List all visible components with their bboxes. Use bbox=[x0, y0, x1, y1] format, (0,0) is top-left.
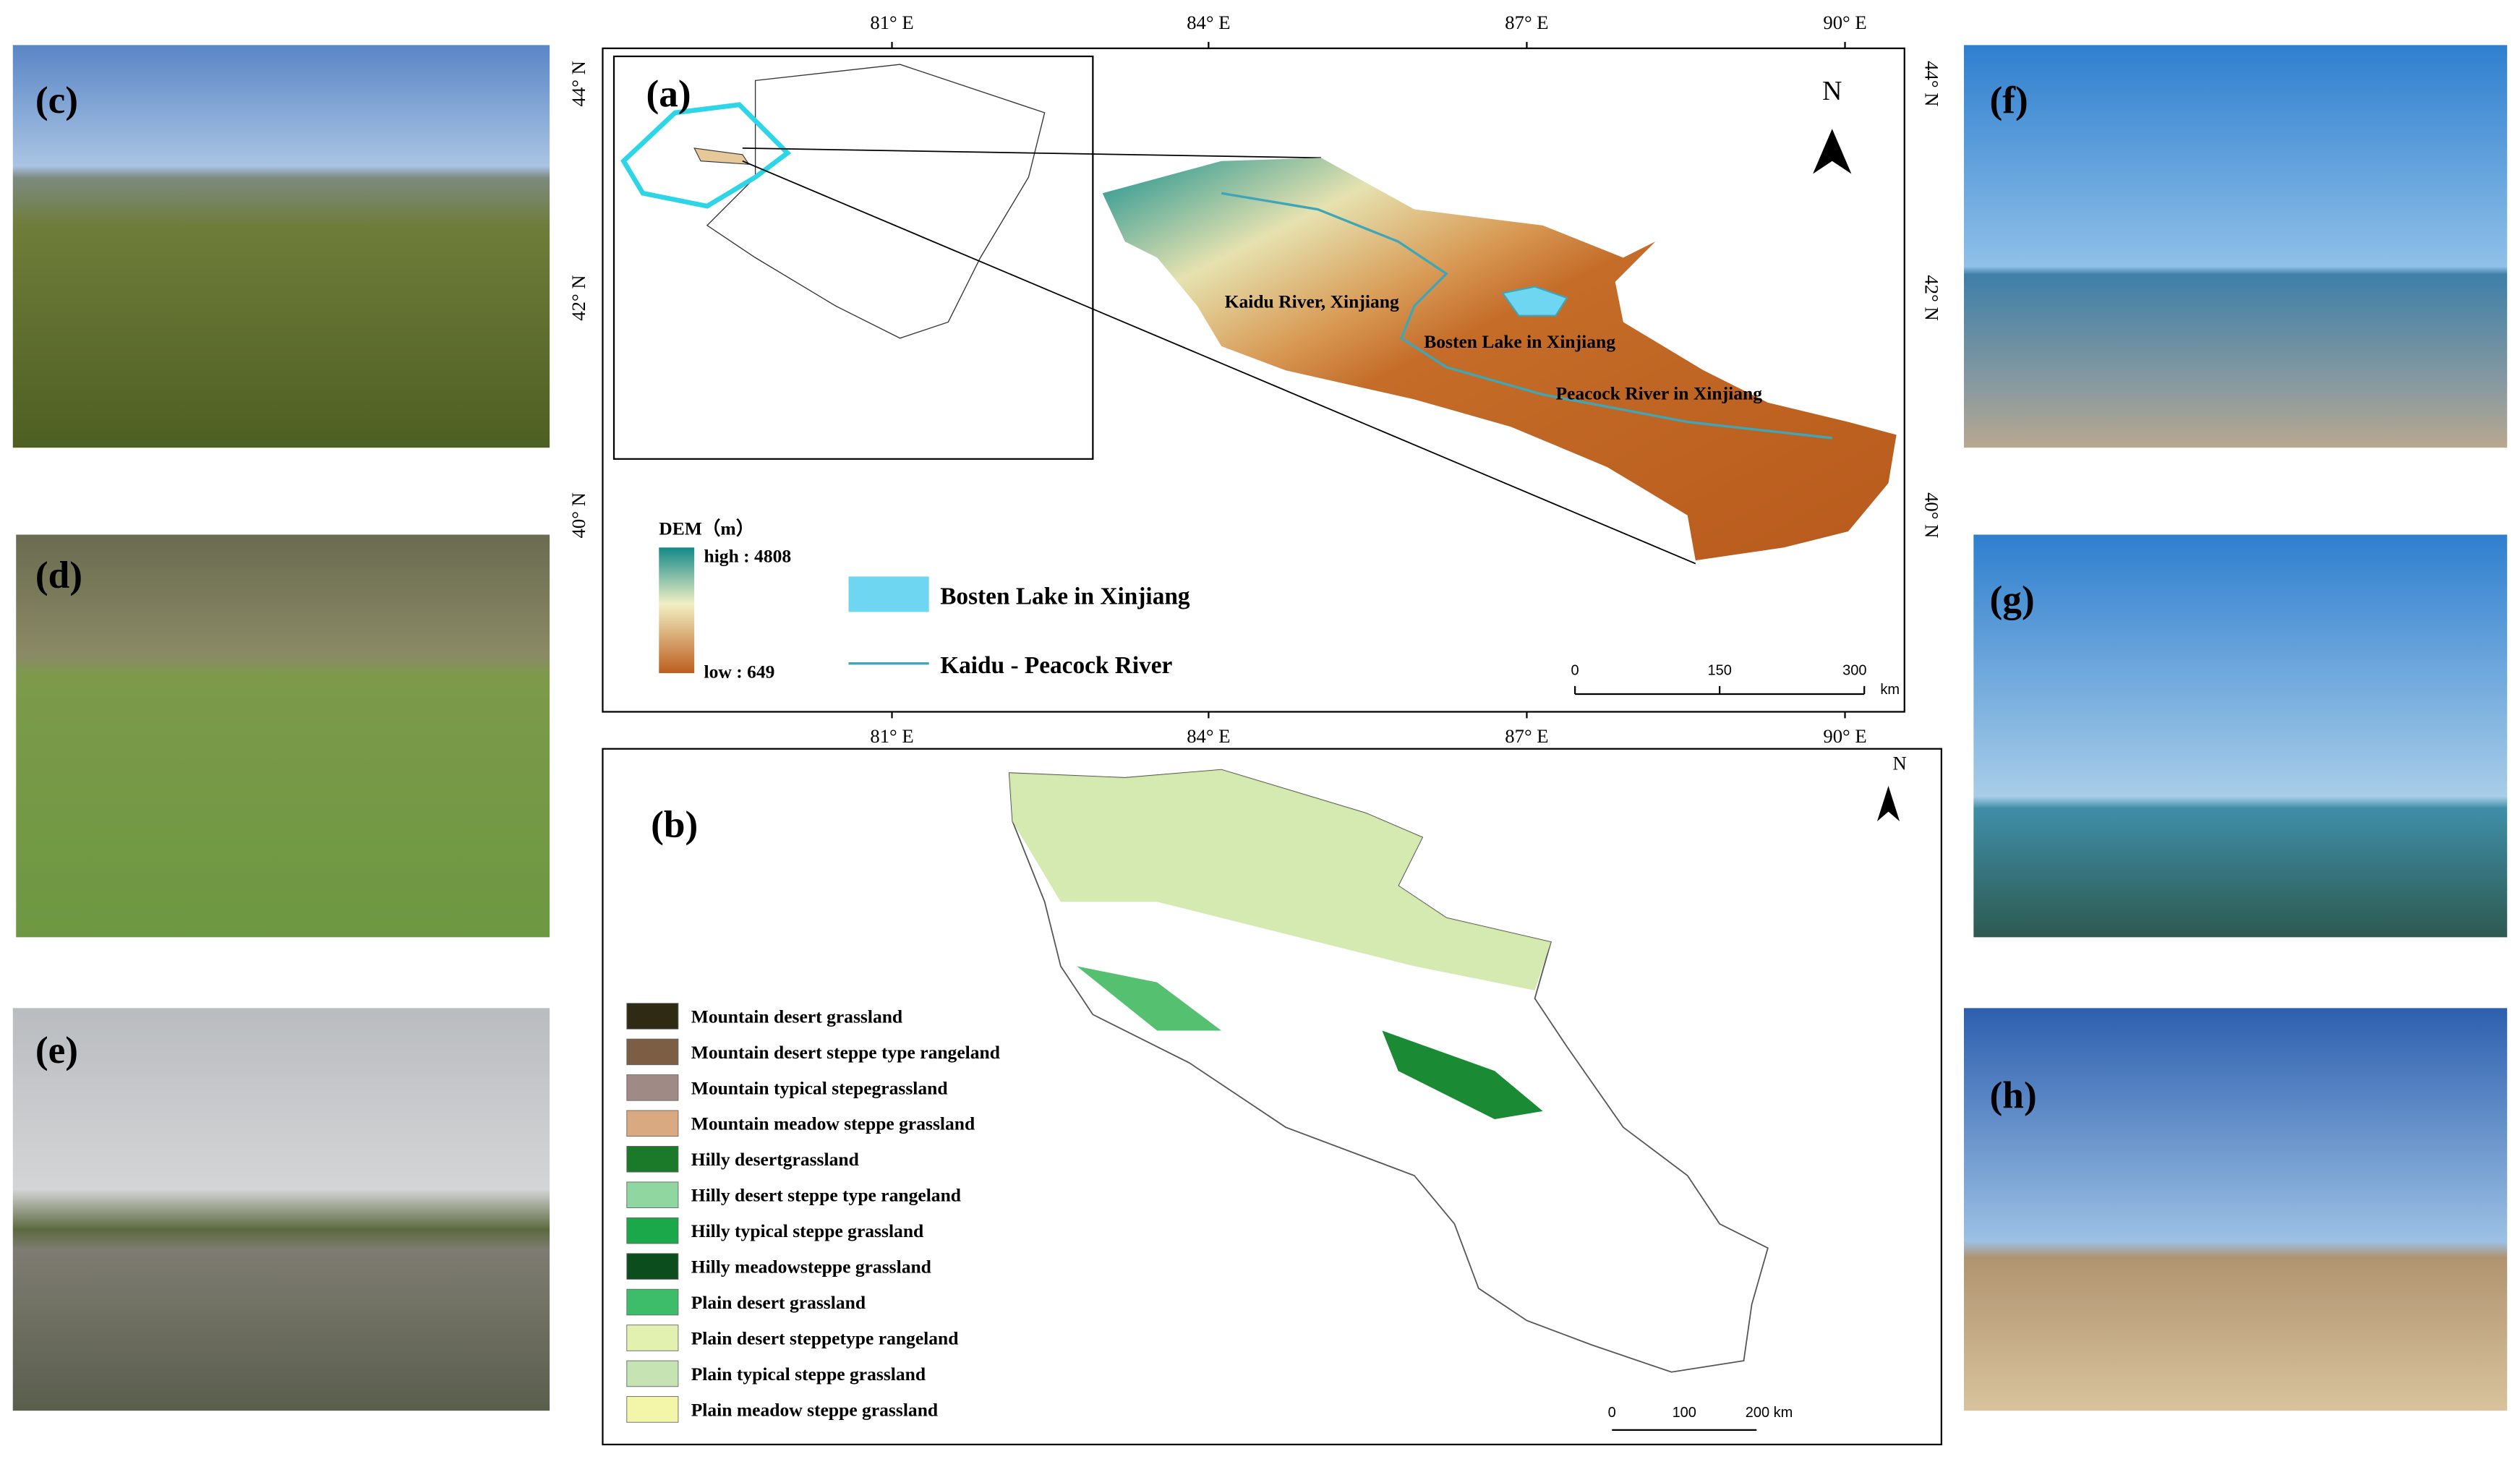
map-annotation: Peacock River in Xinjiang bbox=[1555, 382, 1762, 403]
photo bbox=[12, 1008, 550, 1411]
photo bbox=[16, 534, 550, 938]
lon-label: 81° E bbox=[870, 12, 913, 33]
lon-label: 90° E bbox=[1823, 12, 1866, 33]
river bbox=[1221, 192, 1832, 440]
lon-label: 84° E bbox=[1187, 725, 1230, 747]
legend-label: Plain typical steppe grassland bbox=[691, 1364, 926, 1385]
legend-label: Mountain desert steppe type rangeland bbox=[691, 1042, 1000, 1063]
legend-swatch bbox=[626, 1181, 679, 1208]
dem-low: low : 649 bbox=[704, 662, 774, 683]
lon-label: 90° E bbox=[1823, 725, 1866, 747]
scale-label: 300 bbox=[1842, 662, 1866, 678]
lat-label: 40° N bbox=[1921, 492, 1943, 538]
xinjiang-outline bbox=[620, 102, 792, 209]
legend-swatch bbox=[626, 1074, 679, 1101]
north-arrow bbox=[1813, 129, 1852, 174]
dem-title: DEM（m） bbox=[659, 518, 754, 539]
dem-colorbar bbox=[659, 547, 695, 674]
photo-label: (d) bbox=[35, 553, 82, 596]
legend-swatch bbox=[626, 1145, 679, 1173]
legend-label: Mountain meadow steppe grassland bbox=[691, 1113, 975, 1134]
north-label: N bbox=[1892, 753, 1906, 774]
legend-label: Mountain typical stepegrassland bbox=[691, 1077, 948, 1098]
legend-label: Plain desert steppetype rangeland bbox=[691, 1327, 959, 1348]
scale-label: km bbox=[1880, 682, 1900, 698]
legend-label: Hilly desert steppe type rangeland bbox=[691, 1185, 961, 1206]
photo-label: (c) bbox=[35, 78, 78, 121]
scale-label: 0 bbox=[1571, 662, 1579, 678]
legend-label: Hilly meadowsteppe grassland bbox=[691, 1256, 931, 1277]
lat-label: 42° N bbox=[568, 275, 589, 320]
panel-label: (a) bbox=[646, 72, 691, 115]
lake bbox=[1501, 286, 1568, 317]
dem-map bbox=[1102, 158, 1897, 561]
scale-label: 0 bbox=[1608, 1405, 1616, 1421]
connector bbox=[742, 147, 1321, 159]
legend-swatch bbox=[626, 1325, 679, 1351]
lat-label: 40° N bbox=[568, 492, 589, 538]
legend-label: Hilly typical steppe grassland bbox=[691, 1220, 924, 1241]
lon-label: 81° E bbox=[870, 725, 913, 747]
photo bbox=[1963, 1008, 2508, 1411]
lat-label: 44° N bbox=[1921, 61, 1943, 106]
legend-swatch bbox=[626, 1288, 679, 1316]
legend-swatch bbox=[626, 1038, 679, 1066]
photo-label: (f) bbox=[1990, 78, 2028, 121]
photo-label: (e) bbox=[35, 1028, 78, 1071]
legend-label: Kaidu - Peacock River bbox=[940, 652, 1172, 679]
panel-label: (b) bbox=[651, 803, 698, 846]
dem-high: high : 4808 bbox=[704, 545, 791, 566]
grassland-area bbox=[1382, 1030, 1543, 1120]
legend-label: Plain desert grassland bbox=[691, 1292, 866, 1313]
legend-label: Bosten Lake in Xinjiang bbox=[940, 583, 1190, 609]
scale-label: 150 bbox=[1707, 662, 1731, 678]
lon-label: 87° E bbox=[1505, 12, 1548, 33]
lon-label: 87° E bbox=[1505, 725, 1548, 747]
grassland-area bbox=[1009, 769, 1551, 991]
legend-label: Hilly desertgrassland bbox=[691, 1149, 859, 1170]
photo bbox=[1973, 534, 2508, 938]
scale-label: 200 km bbox=[1746, 1405, 1793, 1421]
legend-swatch bbox=[626, 1003, 679, 1030]
legend-label: Plain meadow steppe grassland bbox=[691, 1399, 938, 1420]
inset-country bbox=[706, 64, 1046, 339]
photo bbox=[1963, 45, 2508, 448]
photo-label: (g) bbox=[1990, 577, 2035, 620]
lat-label: 44° N bbox=[568, 61, 589, 106]
photo bbox=[12, 45, 550, 448]
map-annotation: Kaidu River, Xinjiang bbox=[1225, 291, 1399, 312]
dynamic-layer: (c) (d) (e) (f) (g) (h) (a) (b) 81° E 81° E 84° E 8… bbox=[35, 12, 2037, 1423]
legend-swatch bbox=[626, 1253, 679, 1280]
north-arrow bbox=[1876, 785, 1900, 821]
grassland-map bbox=[1008, 769, 1769, 1373]
map-annotation: Bosten Lake in Xinjiang bbox=[1424, 331, 1615, 352]
photo-label: (h) bbox=[1990, 1073, 2037, 1116]
legend-swatch bbox=[848, 576, 929, 612]
legend-swatch bbox=[626, 1396, 679, 1423]
lon-label: 84° E bbox=[1187, 12, 1230, 33]
legend-swatch bbox=[626, 1360, 679, 1387]
legend-swatch bbox=[626, 1217, 679, 1244]
north-label: N bbox=[1822, 76, 1842, 106]
legend-label: Mountain desert grassland bbox=[691, 1006, 902, 1027]
grassland-area bbox=[1077, 966, 1222, 1031]
scale-label: 100 bbox=[1673, 1405, 1696, 1421]
legend-swatch bbox=[626, 1110, 679, 1137]
connector bbox=[742, 160, 1696, 565]
inset-frame bbox=[612, 55, 1094, 460]
lat-label: 42° N bbox=[1921, 275, 1943, 320]
